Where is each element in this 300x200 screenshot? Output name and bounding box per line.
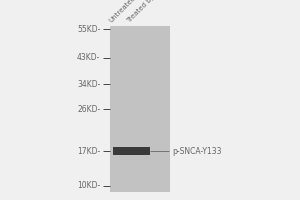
Text: 43KD-: 43KD- [77,53,101,62]
Text: Treated by Anisomycin: Treated by Anisomycin [126,0,187,24]
Text: Untreated: Untreated [108,0,137,24]
Text: 17KD-: 17KD- [77,146,101,156]
Bar [110,26,170,192]
Text: 26KD-: 26KD- [77,104,101,114]
Text: 55KD-: 55KD- [77,24,101,33]
Text: p-SNCA-Y133: p-SNCA-Y133 [172,146,222,156]
Text: 34KD-: 34KD- [77,80,101,88]
Text: 10KD-: 10KD- [77,182,101,190]
Bar [112,147,150,155]
